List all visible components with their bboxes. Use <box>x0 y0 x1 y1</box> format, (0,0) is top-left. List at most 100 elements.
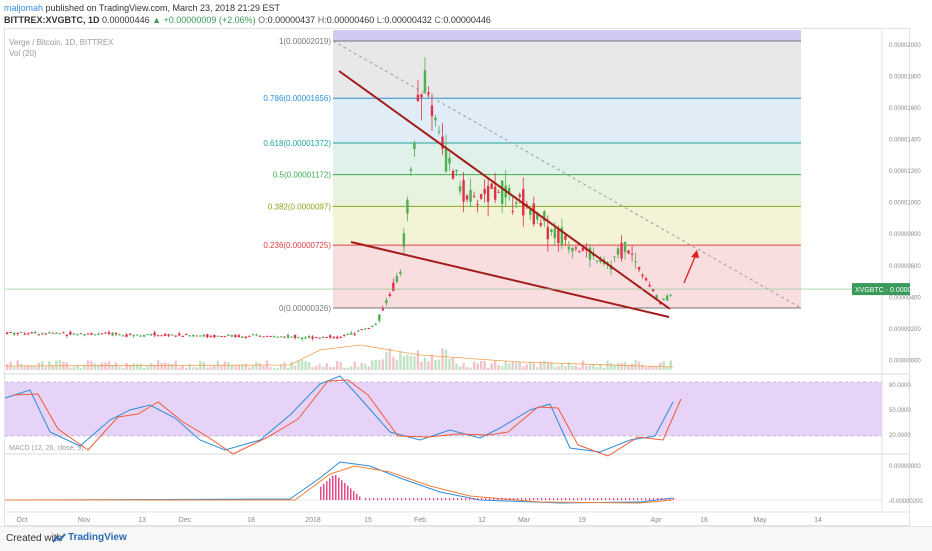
volume-bar <box>269 367 272 370</box>
change-value: ▲ +0.00000009 (+2.06%) <box>152 15 256 25</box>
candle-body <box>297 337 300 339</box>
volume-bar <box>241 364 244 370</box>
fib-zone <box>333 206 801 246</box>
volume-bar <box>620 362 623 370</box>
volume-bar <box>469 367 472 370</box>
candle-body <box>206 334 209 338</box>
volume-bar <box>248 367 251 370</box>
author-link[interactable]: maljomah <box>4 3 44 13</box>
volume-bar <box>560 363 564 370</box>
candle-body <box>399 271 402 274</box>
macd-hist-bar <box>465 498 467 500</box>
candle-body <box>114 333 118 335</box>
macd-hist-bar <box>569 498 571 500</box>
volume-bar <box>434 360 437 370</box>
fib-zone <box>333 174 801 207</box>
time-axis-label: Dec <box>179 517 192 524</box>
change-text: +0.00000009 (+2.06%) <box>163 15 256 25</box>
macd-hist-bar <box>565 498 567 500</box>
volume-bar <box>20 363 23 370</box>
volume-bar <box>455 363 458 370</box>
candle-body <box>97 333 100 335</box>
chart-frame[interactable] <box>4 28 910 526</box>
last-price: 0.00000446 <box>102 15 150 25</box>
volume-bar <box>69 367 72 370</box>
macd-hist-bar <box>323 483 325 500</box>
macd-hist-bar <box>320 486 322 500</box>
candle-body <box>272 336 276 338</box>
volume-bar <box>536 366 539 370</box>
volume-bar <box>279 364 283 370</box>
candle-body <box>58 333 62 335</box>
volume-bar <box>234 366 237 370</box>
volume-bar <box>163 362 167 370</box>
price-axis-label: 0.00001400 <box>889 138 921 144</box>
volume-bar <box>564 366 567 370</box>
volume-bar <box>465 367 469 370</box>
volume-bar <box>132 363 135 370</box>
candle-body <box>539 222 542 226</box>
candle-body <box>230 335 234 337</box>
macd-hist-bar <box>637 498 639 500</box>
candle-body <box>497 191 500 193</box>
candle-body <box>170 334 174 336</box>
macd-hist-bar <box>417 498 419 500</box>
candle-body <box>423 70 427 93</box>
candle-body <box>65 334 69 336</box>
volume-bar <box>300 360 304 370</box>
volume-bar <box>230 364 234 370</box>
candle-body <box>237 335 241 338</box>
volume-bar <box>146 365 149 370</box>
volume-bar <box>290 361 293 370</box>
volume-bar <box>13 366 16 370</box>
volume-bar <box>427 361 430 370</box>
volume-bar <box>409 356 413 370</box>
volume-bar <box>634 360 637 370</box>
volume-bar <box>595 366 599 370</box>
candle-body <box>588 247 592 260</box>
time-axis-label: 19 <box>578 517 586 524</box>
price-tag-text: XVGBTC · 0.00000446 <box>855 287 927 294</box>
candle-body <box>69 332 72 335</box>
volume-bar <box>125 362 128 370</box>
macd-hist-bar <box>377 498 379 500</box>
candle-body <box>546 227 550 240</box>
candle-body <box>343 335 346 337</box>
macd-hist-bar <box>553 498 555 500</box>
ohlc-line: BITTREX:XVGBTC, 1D 0.00000446 ▲ +0.00000… <box>4 15 491 25</box>
volume-bar <box>181 365 184 370</box>
candle-body <box>269 335 272 337</box>
volume-bar <box>167 363 170 370</box>
candle-body <box>385 300 388 304</box>
candle-body <box>181 335 184 337</box>
candle-body <box>199 335 202 337</box>
tradingview-brand[interactable]: TradingView <box>68 532 127 543</box>
candle-body <box>135 334 139 336</box>
candle-body <box>427 92 430 95</box>
chart-canvas[interactable]: Verge / Bitcoin, 1D, BITTREX Vol (20) MA… <box>0 0 932 526</box>
candle-body <box>420 94 423 98</box>
candle-body <box>669 294 672 296</box>
candle-body <box>486 185 490 202</box>
candle-body <box>518 194 521 197</box>
macd-hist-bar <box>541 498 543 500</box>
low-value: 0.00000432 <box>384 15 432 25</box>
candle-body <box>241 336 244 338</box>
volume-bar <box>497 365 500 370</box>
volume-bar <box>314 365 318 370</box>
volume-bar <box>364 363 367 370</box>
fib-zone <box>333 98 801 144</box>
volume-bar <box>430 354 434 370</box>
candle-body <box>304 337 307 339</box>
macd-hist-bar <box>353 491 355 500</box>
candle-body <box>51 332 55 334</box>
time-axis-label: Apr <box>651 517 663 524</box>
candle-body <box>220 336 223 338</box>
macd-hist-bar <box>335 474 337 500</box>
wedge-lower-line <box>350 241 670 318</box>
candle-body <box>658 303 662 305</box>
volume-bar <box>532 363 535 370</box>
volume-bar <box>651 366 655 370</box>
macd-hist-bar <box>433 498 435 500</box>
candle-body <box>30 332 33 334</box>
